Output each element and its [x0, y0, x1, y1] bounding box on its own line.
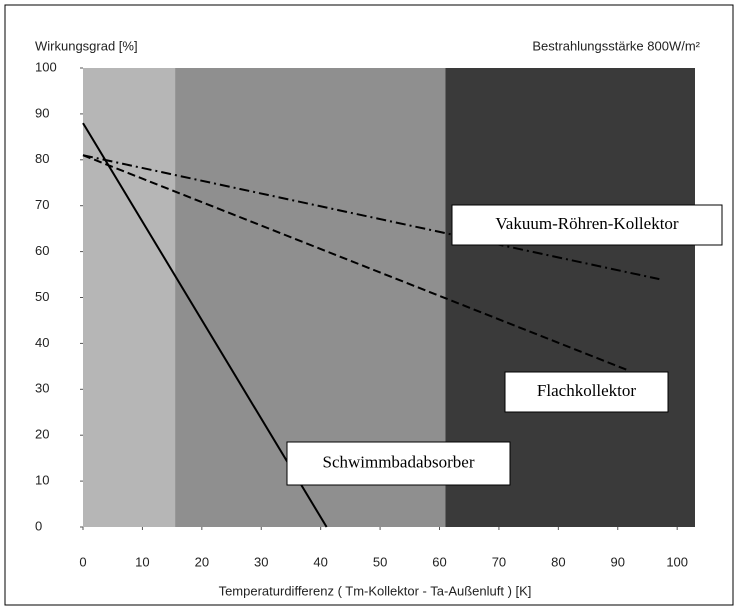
y-tick-label: 10: [35, 473, 49, 488]
x-tick-label: 10: [135, 554, 149, 569]
x-tick-label: 100: [666, 554, 688, 569]
x-tick-label: 50: [373, 554, 387, 569]
y-tick-label: 60: [35, 243, 49, 258]
series-line: [82, 154, 660, 281]
subtitle: Bestrahlungsstärke 800W/m²: [532, 38, 700, 53]
x-tick-label: 60: [432, 554, 446, 569]
x-tick-label: 90: [611, 554, 625, 569]
x-tick-label: 0: [79, 554, 86, 569]
y-axis-label: Wirkungsgrad [%]: [35, 38, 138, 53]
x-tick-label: 30: [254, 554, 268, 569]
x-tick-label: 40: [313, 554, 327, 569]
series-label: Schwimmbadabsorber: [322, 452, 474, 471]
frame: [4, 4, 734, 606]
y-tick-label: 0: [35, 518, 42, 533]
y-tick-label: 90: [35, 105, 49, 120]
label-box: [286, 441, 511, 486]
series-line: [82, 154, 631, 372]
y-tick-label: 20: [35, 427, 49, 442]
series-label: Flachkollektor: [537, 381, 636, 400]
x-tick-label: 80: [551, 554, 565, 569]
y-tick-label: 30: [35, 381, 49, 396]
y-tick-label: 40: [35, 335, 49, 350]
y-tick-label: 100: [35, 59, 57, 74]
y-tick-label: 80: [35, 151, 49, 166]
x-tick-label: 20: [195, 554, 209, 569]
label-box: [504, 371, 669, 413]
x-axis-label: Temperaturdifferenz ( Tm-Kollektor - Ta-…: [219, 583, 532, 598]
background-region: [83, 68, 176, 527]
x-tick-label: 70: [492, 554, 506, 569]
series-label: Vakuum-Röhren-Kollektor: [495, 214, 679, 233]
y-tick-label: 70: [35, 197, 49, 212]
series-line: [82, 122, 328, 528]
y-tick-label: 50: [35, 289, 49, 304]
label-box: [451, 204, 723, 246]
